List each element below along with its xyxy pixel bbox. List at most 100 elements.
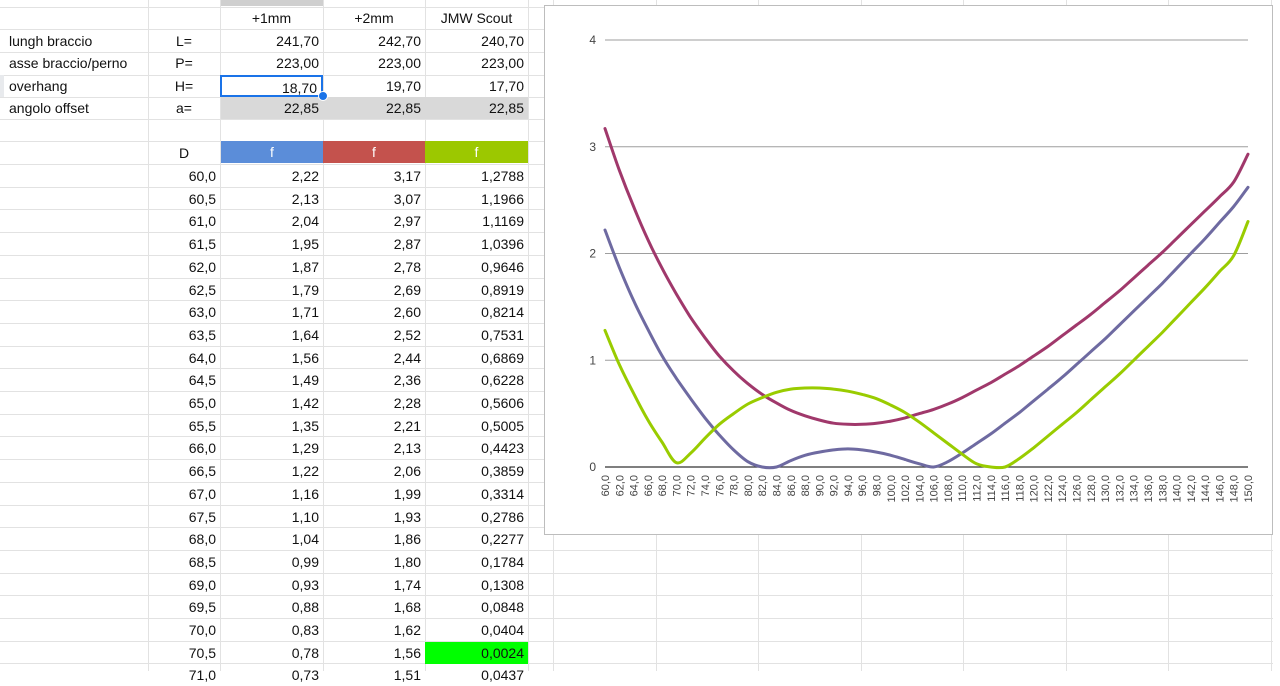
f-value-cell[interactable]: 0,7531	[481, 327, 524, 343]
tracking-error-chart[interactable]: 0 1 2 3 4 60,0 62,0 64,0 66,0 68,0 70,0 72,0 74,0 76,…	[544, 5, 1273, 535]
f-value-cell[interactable]: 0,8919	[481, 282, 524, 298]
param-cell[interactable]: 19,70	[385, 78, 421, 94]
distance-cell[interactable]: 60,5	[188, 191, 216, 207]
distance-cell[interactable]: 65,5	[188, 418, 216, 434]
param-cell[interactable]: 223,00	[378, 55, 421, 71]
f-value-cell[interactable]: 1,74	[393, 577, 421, 593]
f-value-cell[interactable]: 0,0848	[481, 599, 524, 615]
distance-cell[interactable]: 69,5	[188, 599, 216, 615]
f-value-cell[interactable]: 0,3859	[481, 463, 524, 479]
param-label-offset-angle[interactable]: angolo offset	[9, 100, 89, 116]
f-value-cell[interactable]: 0,5005	[481, 418, 524, 434]
f-value-cell[interactable]: 0,1784	[481, 554, 524, 570]
f-value-cell[interactable]: 0,6228	[481, 372, 524, 388]
f-value-cell[interactable]: 1,49	[291, 372, 319, 388]
f-value-cell[interactable]: 1,62	[393, 622, 421, 638]
f-value-cell[interactable]: 1,04	[291, 531, 319, 547]
f-value-cell[interactable]: 0,99	[291, 554, 319, 570]
f-value-cell[interactable]: 1,35	[291, 418, 319, 434]
distance-cell[interactable]: 66,0	[188, 440, 216, 456]
f-value-cell[interactable]: 0,5606	[481, 395, 524, 411]
f-value-cell[interactable]: 0,0437	[481, 667, 524, 683]
param-symbol[interactable]: a=	[176, 100, 192, 116]
distance-cell[interactable]: 60,0	[188, 168, 216, 184]
f-value-cell[interactable]: 0,2786	[481, 509, 524, 525]
distance-cell[interactable]: 63,5	[188, 327, 216, 343]
distance-cell[interactable]: 70,5	[188, 645, 216, 661]
f-value-cell[interactable]: 2,78	[393, 259, 421, 275]
fill-handle[interactable]	[318, 91, 328, 101]
distance-cell[interactable]: 65,0	[188, 395, 216, 411]
distance-cell[interactable]: 69,0	[188, 577, 216, 593]
f-value-cell[interactable]: 2,06	[393, 463, 421, 479]
f-value-cell[interactable]: 2,13	[291, 191, 319, 207]
f-value-cell[interactable]: 0,3314	[481, 486, 524, 502]
f-value-cell[interactable]: 1,99	[393, 486, 421, 502]
f-value-cell[interactable]: 1,87	[291, 259, 319, 275]
f-value-cell[interactable]: 0,73	[291, 667, 319, 683]
f-value-cell[interactable]: 1,42	[291, 395, 319, 411]
f-value-cell[interactable]: 1,2788	[481, 168, 524, 184]
f-value-cell[interactable]: 0,88	[291, 599, 319, 615]
f-value-cell[interactable]: 1,29	[291, 440, 319, 456]
param-symbol[interactable]: L=	[176, 33, 192, 49]
f-value-cell[interactable]: 0,4423	[481, 440, 524, 456]
f-value-cell[interactable]: 1,0396	[481, 236, 524, 252]
f-header-plus2mm[interactable]: f	[323, 141, 425, 163]
f-value-cell[interactable]: 1,56	[393, 645, 421, 661]
distance-cell[interactable]: 61,0	[188, 213, 216, 229]
f-value-cell[interactable]: 1,64	[291, 327, 319, 343]
f-value-cell[interactable]: 0,78	[291, 645, 319, 661]
f-value-cell[interactable]: 2,69	[393, 282, 421, 298]
f-header-plus1mm[interactable]: f	[221, 141, 323, 163]
param-cell[interactable]: 22,85	[283, 100, 319, 116]
f-value-cell[interactable]: 2,28	[393, 395, 421, 411]
param-cell[interactable]: 22,85	[385, 100, 421, 116]
param-cell[interactable]: 242,70	[378, 33, 421, 49]
distance-cell[interactable]: 68,5	[188, 554, 216, 570]
f-value-cell[interactable]: 1,68	[393, 599, 421, 615]
param-cell[interactable]: 241,70	[276, 33, 319, 49]
distance-cell[interactable]: 64,5	[188, 372, 216, 388]
f-value-cell[interactable]: 2,44	[393, 350, 421, 366]
f-value-cell[interactable]: 0,0024	[425, 642, 528, 664]
f-value-cell[interactable]: 3,07	[393, 191, 421, 207]
f-value-cell[interactable]: 0,6869	[481, 350, 524, 366]
param-label-overhang[interactable]: overhang	[9, 78, 68, 94]
f-value-cell[interactable]: 2,97	[393, 213, 421, 229]
f-value-cell[interactable]: 2,87	[393, 236, 421, 252]
param-cell[interactable]: 240,70	[481, 33, 524, 49]
f-value-cell[interactable]: 1,86	[393, 531, 421, 547]
distance-cell[interactable]: 64,0	[188, 350, 216, 366]
f-value-cell[interactable]: 1,93	[393, 509, 421, 525]
f-value-cell[interactable]: 1,56	[291, 350, 319, 366]
f-value-cell[interactable]: 2,36	[393, 372, 421, 388]
f-value-cell[interactable]: 2,52	[393, 327, 421, 343]
f-value-cell[interactable]: 2,22	[291, 168, 319, 184]
f-value-cell[interactable]: 1,95	[291, 236, 319, 252]
f-value-cell[interactable]: 0,8214	[481, 304, 524, 320]
param-cell[interactable]: 223,00	[276, 55, 319, 71]
distance-cell[interactable]: 70,0	[188, 622, 216, 638]
f-value-cell[interactable]: 1,71	[291, 304, 319, 320]
f-value-cell[interactable]: 1,16	[291, 486, 319, 502]
f-value-cell[interactable]: 1,79	[291, 282, 319, 298]
f-value-cell[interactable]: 3,17	[393, 168, 421, 184]
distance-cell[interactable]: 71,0	[188, 667, 216, 683]
distance-cell[interactable]: 63,0	[188, 304, 216, 320]
f-value-cell[interactable]: 1,10	[291, 509, 319, 525]
distance-cell[interactable]: 62,5	[188, 282, 216, 298]
distance-cell[interactable]: 67,5	[188, 509, 216, 525]
f-value-cell[interactable]: 1,80	[393, 554, 421, 570]
distance-cell[interactable]: 66,5	[188, 463, 216, 479]
f-value-cell[interactable]: 0,2277	[481, 531, 524, 547]
f-value-cell[interactable]: 0,9646	[481, 259, 524, 275]
param-symbol[interactable]: P=	[175, 55, 193, 71]
f-value-cell[interactable]: 1,1169	[482, 213, 524, 229]
f-value-cell[interactable]: 0,0404	[481, 622, 524, 638]
f-value-cell[interactable]: 0,83	[291, 622, 319, 638]
distance-cell[interactable]: 67,0	[188, 486, 216, 502]
f-value-cell[interactable]: 2,21	[393, 418, 421, 434]
distance-cell[interactable]: 61,5	[188, 236, 216, 252]
distance-cell[interactable]: 68,0	[188, 531, 216, 547]
